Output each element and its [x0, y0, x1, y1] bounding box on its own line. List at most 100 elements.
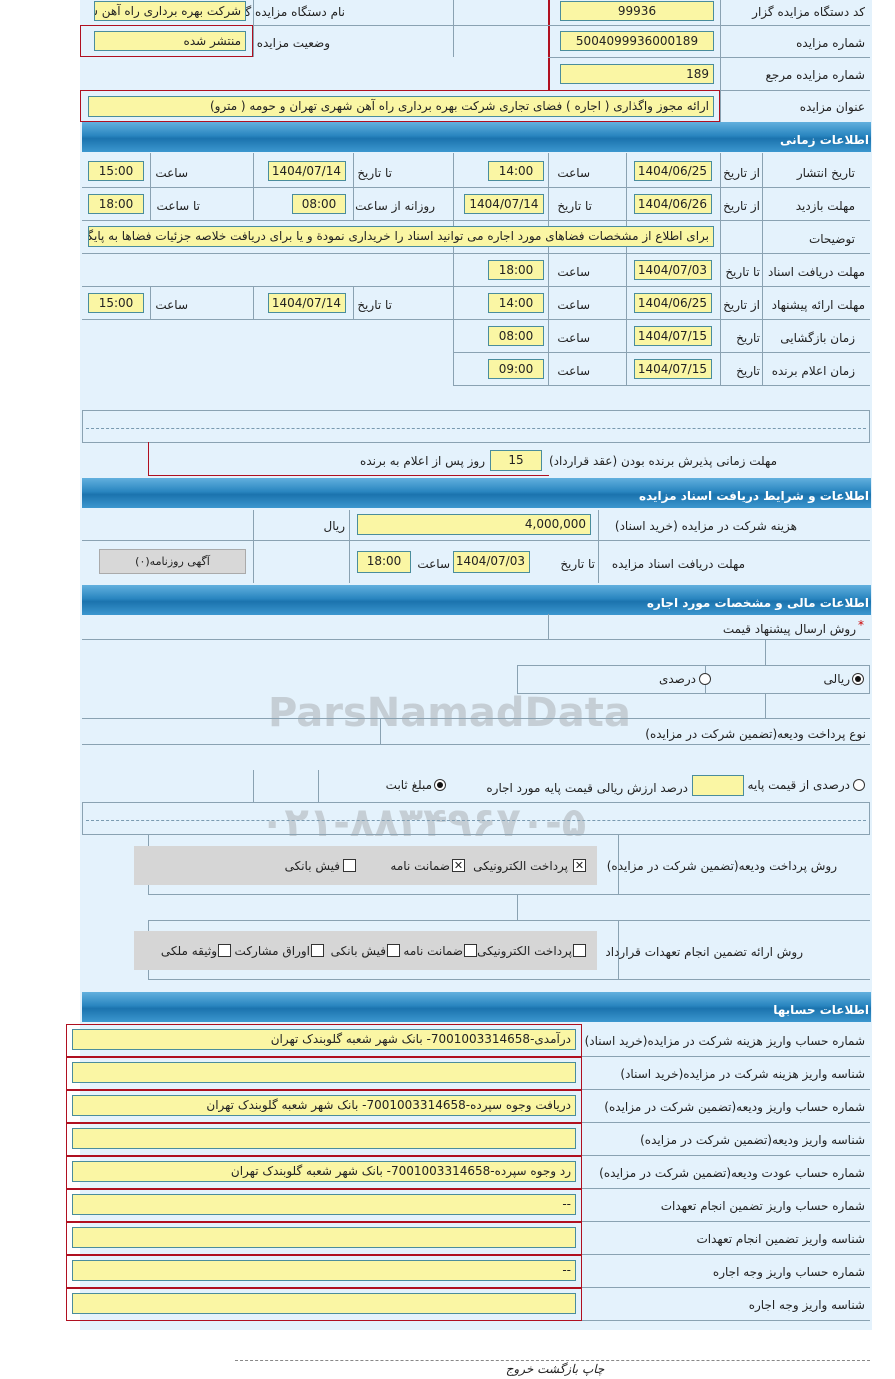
price-percent-radio[interactable]: [699, 673, 711, 685]
account-row: [66, 1222, 582, 1255]
deposit-percent-field[interactable]: [692, 775, 744, 796]
account-row: [66, 1024, 582, 1057]
account-row-label: شماره حساب عودت ودیعه(تضمین شرکت در مزای…: [599, 1166, 865, 1180]
watermark-brand: ParsNamadData: [268, 690, 631, 736]
account-row-field[interactable]: درآمدی-7001003314658- بانک شهر شعبه گلوب…: [72, 1029, 576, 1050]
account-row-field[interactable]: [72, 1062, 576, 1083]
account-row-field[interactable]: --: [72, 1194, 576, 1215]
to-date-label: تا تاریخ: [557, 199, 592, 213]
hour-label: ساعت: [557, 298, 590, 312]
opening-date-field[interactable]: 1404/07/15: [634, 326, 712, 346]
visit-from-date-field[interactable]: 1404/06/26: [634, 194, 712, 214]
deposit-guarantee-checkbox[interactable]: ✕: [452, 859, 465, 872]
status-field[interactable]: منتشر شده: [94, 31, 246, 51]
account-row: [66, 1123, 582, 1156]
publish-date-label: تاریخ انتشار: [796, 166, 855, 180]
status-cell: [80, 25, 253, 57]
publish-from-date-field[interactable]: 1404/06/25: [634, 161, 712, 181]
from-date-label: از تاریخ: [723, 199, 760, 213]
guarantee-property-checkbox[interactable]: [218, 944, 231, 957]
docs-deadline-time-field[interactable]: 18:00: [488, 260, 544, 280]
account-row-field[interactable]: دریافت وجوه سپرده-7001003314658- بانک شه…: [72, 1095, 576, 1116]
guarantee-electronic-checkbox[interactable]: [573, 944, 586, 957]
print-link[interactable]: چاپ: [581, 1362, 605, 1376]
docs-receive-time-field[interactable]: 18:00: [357, 551, 411, 573]
docs-receive-date-field[interactable]: 1404/07/03: [453, 551, 530, 573]
auction-title-field[interactable]: ارائه مجوز واگذاری ( اجاره ) فضای تجاری …: [88, 96, 714, 117]
exit-link[interactable]: خروج: [505, 1362, 534, 1376]
visit-to-date-field[interactable]: 1404/07/14: [464, 194, 544, 214]
dashed-divider: [86, 428, 866, 429]
newspaper-ad-button[interactable]: آگهی روزنامه(۰): [99, 549, 246, 574]
price-method-label: روش ارسال پیشنهاد قیمت: [722, 622, 856, 636]
date-label: تاریخ: [736, 331, 760, 345]
account-row-label: شناسه واریز ودیعه(تضمین شرکت در مزایده): [640, 1133, 865, 1147]
docs-deadline-label: مهلت دریافت اسناد: [767, 265, 865, 279]
price-method-row: [82, 614, 870, 640]
publish-to-time-field[interactable]: 15:00: [88, 161, 144, 181]
org-name-label: نام دستگاه مزایده گزار: [229, 5, 345, 19]
guarantee-bank-receipt-checkbox[interactable]: [387, 944, 400, 957]
docs-deadline-date-field[interactable]: 1404/07/03: [634, 260, 712, 280]
auction-number-field[interactable]: 5004099936000189: [560, 31, 714, 51]
offer-deadline-label: مهلت ارائه پیشنهاد: [771, 298, 865, 312]
hour-label: ساعت: [155, 298, 188, 312]
offer-from-time-field[interactable]: 14:00: [488, 293, 544, 313]
account-row-field[interactable]: [72, 1293, 576, 1314]
account-row: [66, 1288, 582, 1321]
visit-daily-from-field[interactable]: 08:00: [292, 194, 346, 214]
participation-fee-field[interactable]: 4,000,000: [357, 514, 591, 535]
deposit-bank-receipt-checkbox[interactable]: [343, 859, 356, 872]
guarantee-letter-checkbox[interactable]: [464, 944, 477, 957]
account-row-field[interactable]: [72, 1227, 576, 1248]
account-row-field[interactable]: رد وجوه سپرده-7001003314658- بانک شهر شع…: [72, 1161, 576, 1182]
deposit-electronic-checkbox[interactable]: ✕: [573, 859, 586, 872]
account-row-label: شناسه واریز وجه اجاره: [748, 1298, 865, 1312]
account-row-label: شناسه واریز هزینه شرکت در مزایده(خرید اس…: [620, 1067, 865, 1081]
winner-date-field[interactable]: 1404/07/15: [634, 359, 712, 379]
visit-daily-to-field[interactable]: 18:00: [88, 194, 144, 214]
section-header-time: اطلاعات زمانی: [82, 122, 871, 152]
date-label: تاریخ: [736, 364, 760, 378]
auction-title-label: عنوان مزایده: [799, 100, 865, 114]
deposit-percent-radio[interactable]: [853, 779, 865, 791]
from-date-label: از تاریخ: [723, 298, 760, 312]
account-row-field[interactable]: [72, 1128, 576, 1149]
visit-deadline-label: مهلت بازدید: [795, 199, 855, 213]
description-field[interactable]: برای اطلاع از مشخصات فضاهای مورد اجاره م…: [88, 226, 714, 247]
org-name-field[interactable]: شرکت بهره برداری راه آهن ش: [94, 1, 246, 21]
to-date-label: تا تاریخ: [357, 166, 392, 180]
account-row-label: شماره حساب واریز تضمین انجام تعهدات: [660, 1199, 865, 1213]
hour-label: ساعت: [557, 331, 590, 345]
winner-announce-label: زمان اعلام برنده: [771, 364, 855, 378]
account-row: [66, 1156, 582, 1189]
price-rial-radio[interactable]: [852, 673, 864, 685]
deposit-fixed-radio[interactable]: [434, 779, 446, 791]
account-row: [66, 1090, 582, 1123]
section-header-finance: اطلاعات مالی و مشخصات مورد اجاره: [82, 585, 871, 615]
acceptance-days-field[interactable]: 15: [490, 450, 542, 471]
publish-from-time-field[interactable]: 14:00: [488, 161, 544, 181]
account-row: [66, 1189, 582, 1222]
deposit-percent-label: درصدی از قیمت پایه: [747, 778, 850, 792]
offer-to-date-field[interactable]: 1404/07/14: [268, 293, 346, 313]
back-link[interactable]: بازگشت: [537, 1362, 579, 1376]
divider: [548, 0, 550, 90]
org-code-label: کد دستگاه مزایده گزار: [752, 5, 865, 19]
price-percent-label: درصدی: [658, 672, 696, 686]
deposit-guarantee-label: ضمانت نامه: [390, 859, 450, 873]
reference-number-field[interactable]: 189: [560, 64, 714, 84]
account-row-field[interactable]: --: [72, 1260, 576, 1281]
account-row-label: شماره حساب واریز هزینه شرکت در مزایده(خر…: [584, 1034, 865, 1048]
section-header-accounts: اطلاعات حسابها: [82, 992, 871, 1022]
guarantee-bonds-checkbox[interactable]: [311, 944, 324, 957]
org-code-field[interactable]: 99936: [560, 1, 714, 21]
deposit-bank-receipt-label: فیش بانکی: [284, 859, 340, 873]
opening-time-field[interactable]: 08:00: [488, 326, 544, 346]
title-cell: [80, 90, 720, 122]
offer-to-time-field[interactable]: 15:00: [88, 293, 144, 313]
publish-to-date-field[interactable]: 1404/07/14: [268, 161, 346, 181]
offer-from-date-field[interactable]: 1404/06/25: [634, 293, 712, 313]
winner-time-field[interactable]: 09:00: [488, 359, 544, 379]
